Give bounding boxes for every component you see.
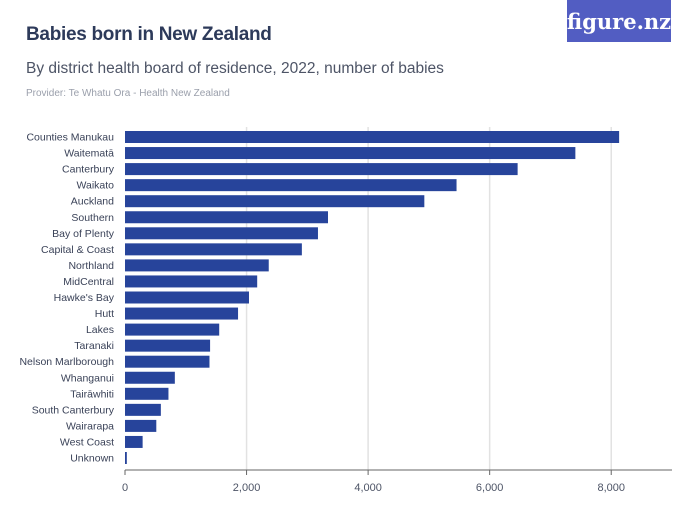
x-tick-label: 0 [122, 482, 128, 494]
bar [125, 435, 143, 448]
category-label: Northland [68, 260, 114, 272]
bar [125, 131, 620, 143]
category-label: Tairāwhiti [70, 388, 114, 400]
chart-title: Babies born in New Zealand [26, 24, 272, 45]
bar [125, 259, 269, 272]
chart-subtitle: By district health board of residence, 2… [26, 60, 444, 77]
category-label: Counties Manukau [26, 132, 114, 144]
bar [125, 323, 220, 336]
category-label: Lakes [86, 324, 114, 336]
x-tick-label: 2,000 [233, 482, 261, 494]
bar [125, 371, 175, 384]
x-tick-label: 6,000 [476, 482, 504, 494]
bar [125, 195, 425, 208]
bar [125, 243, 302, 256]
category-label: Unknown [70, 453, 114, 465]
bar [125, 339, 211, 352]
bar [125, 291, 249, 304]
category-label: West Coast [60, 436, 114, 448]
bar [125, 355, 210, 368]
category-label: Nelson Marlborough [19, 356, 114, 368]
bar [125, 211, 328, 224]
bar [125, 307, 239, 320]
x-tick-label: 8,000 [597, 482, 625, 494]
bar [125, 387, 169, 400]
category-label: MidCentral [63, 276, 114, 288]
provider-text: Provider: Te Whatu Ora - Health New Zeal… [26, 88, 230, 99]
category-label: Capital & Coast [41, 244, 114, 256]
category-label: Waitematā [64, 148, 114, 160]
category-label: Canterbury [62, 164, 115, 176]
bar [125, 163, 518, 176]
category-label: Hawke's Bay [54, 292, 115, 304]
category-label: Whanganui [61, 372, 114, 384]
category-label: Taranaki [74, 340, 114, 352]
category-label: Wairarapa [66, 420, 114, 432]
category-label: Waikato [76, 180, 114, 192]
category-label: Bay of Plenty [52, 228, 115, 240]
bar [125, 227, 318, 240]
bar [125, 419, 157, 432]
figure-nz-logo[interactable]: figure.nz [567, 0, 671, 42]
bar [125, 275, 258, 288]
category-label: South Canterbury [32, 404, 115, 416]
category-label: Southern [71, 212, 114, 224]
bar [125, 179, 457, 192]
category-label: Auckland [71, 196, 114, 208]
bar [125, 403, 161, 416]
x-tick-label: 4,000 [354, 482, 382, 494]
category-label: Hutt [95, 308, 114, 320]
bar [125, 147, 576, 160]
bar [125, 452, 127, 464]
